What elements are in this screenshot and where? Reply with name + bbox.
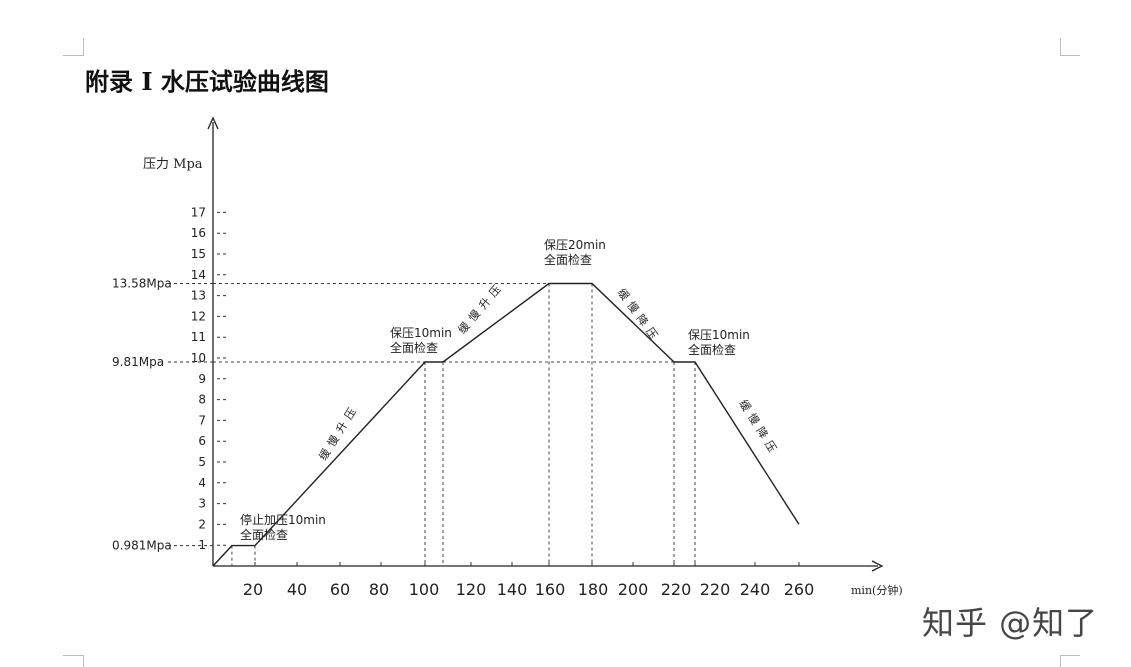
hold-annotation: 保压20min xyxy=(544,238,606,252)
y-tick-label: 4 xyxy=(198,476,206,490)
x-tick-label: 100 xyxy=(409,580,440,599)
y-tick-label: 14 xyxy=(191,268,206,282)
slope-annotation: 缓慢升压 xyxy=(317,402,362,463)
crop-mark xyxy=(1060,55,1080,56)
y-tick-label: 1 xyxy=(198,538,206,552)
pressure-curve xyxy=(212,282,800,567)
x-tick-label: 200 xyxy=(618,580,649,599)
y-tick-label: 7 xyxy=(198,413,206,427)
x-tick-label: 220 xyxy=(700,580,731,599)
pressure-marker-label: 9.81Mpa xyxy=(112,355,164,369)
x-axis-arrow xyxy=(871,560,884,572)
slope-annotation-text: 缓慢升压 xyxy=(456,279,507,336)
slope-annotation-text: 缓慢降压 xyxy=(736,397,782,459)
slope-annotation-text: 缓慢降压 xyxy=(615,286,664,346)
crop-mark xyxy=(83,655,84,667)
x-tick-label: 120 xyxy=(456,580,487,599)
y-axis-arrow xyxy=(207,116,219,130)
x-tick-label: 260 xyxy=(784,580,815,599)
y-tick-label: 6 xyxy=(198,434,206,448)
y-tick-label: 12 xyxy=(191,309,206,323)
y-tick-label: 16 xyxy=(191,226,206,240)
x-tick-label: 220 xyxy=(661,580,692,599)
hold-annotation: 全面检查 xyxy=(544,252,592,267)
y-tick-label: 10 xyxy=(191,351,206,365)
x-axis-label: min(分钟) xyxy=(851,583,903,597)
y-axis-label: 压力 Mpa xyxy=(143,157,203,172)
crop-mark xyxy=(63,55,83,56)
hold-annotation: 全面检查 xyxy=(688,342,736,357)
x-tick-label: 160 xyxy=(535,580,566,599)
x-tick-label: 140 xyxy=(497,580,528,599)
y-tick-label: 15 xyxy=(191,247,206,261)
y-tick-label: 17 xyxy=(191,205,206,219)
y-tick-label: 11 xyxy=(191,330,206,344)
crop-mark xyxy=(63,655,83,656)
crop-mark xyxy=(1060,655,1061,667)
hold-annotation: 停止加压10min xyxy=(240,512,326,527)
pressure-marker-label: 0.981Mpa xyxy=(112,539,172,553)
x-tick-label: 240 xyxy=(740,580,771,599)
y-tick-label: 3 xyxy=(198,497,206,511)
x-tick-label: 60 xyxy=(330,580,350,599)
slope-annotation: 缓慢降压 xyxy=(736,397,782,459)
slope-annotation-text: 缓慢升压 xyxy=(317,402,362,463)
hold-annotation: 全面检查 xyxy=(390,340,438,355)
slope-annotation: 缓慢降压 xyxy=(615,286,664,346)
x-tick-label: 80 xyxy=(369,580,389,599)
page-title: 附录 I 水压试验曲线图 xyxy=(85,67,329,96)
x-tick-label: 20 xyxy=(243,580,263,599)
x-tick-label: 40 xyxy=(287,580,307,599)
y-tick-label: 9 xyxy=(198,372,206,386)
hold-annotation: 保压10min xyxy=(688,328,750,342)
y-tick-label: 5 xyxy=(198,455,206,469)
hold-annotation: 全面检查 xyxy=(240,527,288,542)
y-tick-label: 13 xyxy=(191,289,206,303)
y-tick-label: 2 xyxy=(198,517,206,531)
crop-mark xyxy=(83,38,84,56)
y-tick-label: 8 xyxy=(198,393,206,407)
crop-mark xyxy=(1060,38,1061,56)
watermark-text: 知乎 @知了 xyxy=(922,604,1099,642)
pressure-marker-label: 13.58Mpa xyxy=(112,277,172,291)
slope-annotation: 缓慢升压 xyxy=(456,279,507,336)
hold-annotation: 保压10min xyxy=(390,326,452,340)
x-tick-label: 180 xyxy=(578,580,609,599)
crop-mark xyxy=(1060,655,1080,656)
